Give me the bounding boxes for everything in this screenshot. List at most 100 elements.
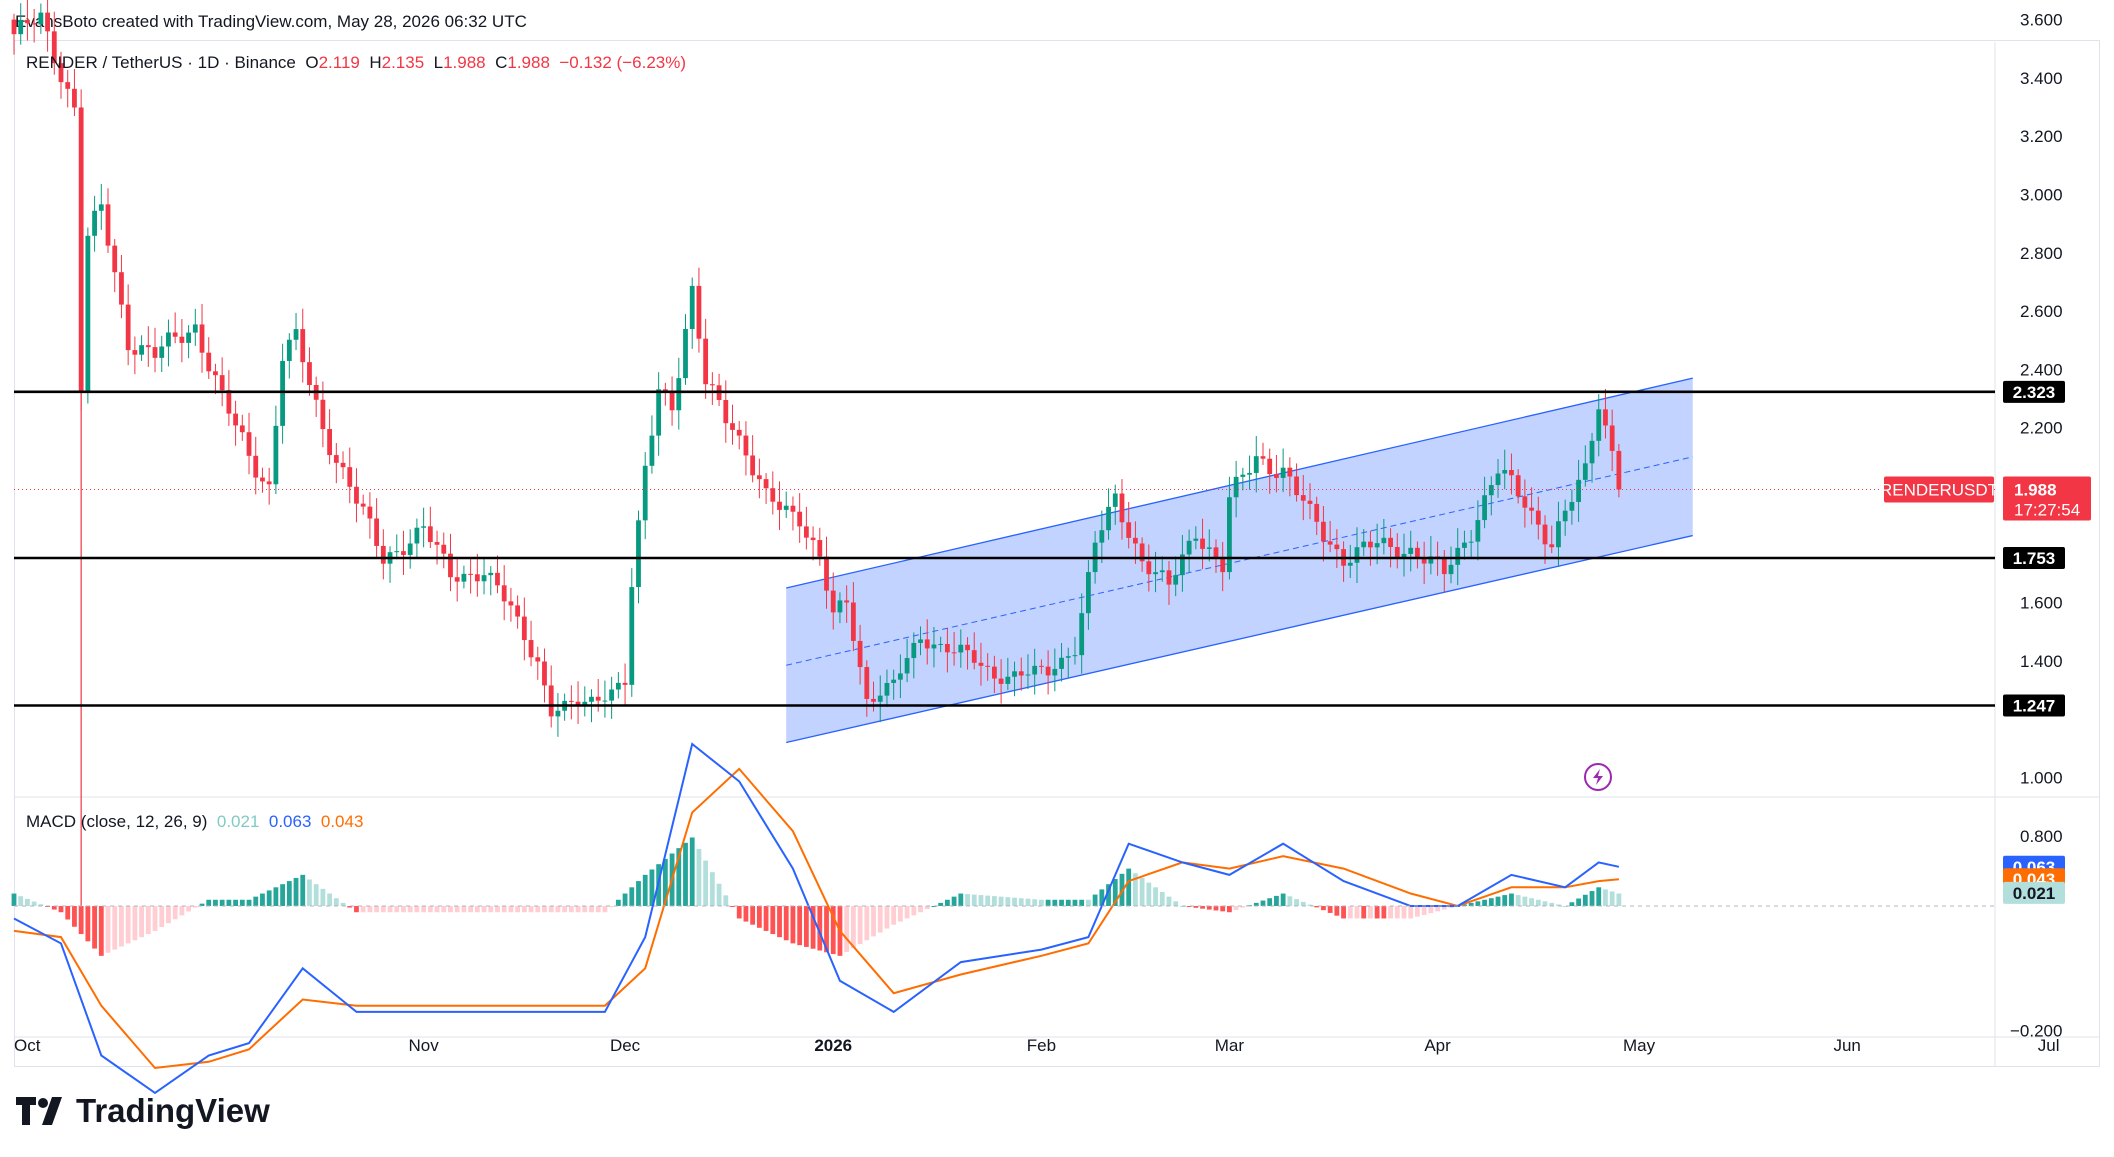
- candle-body: [1213, 547, 1219, 558]
- candle-body: [978, 662, 984, 666]
- candle-body: [414, 527, 420, 544]
- macd-histogram-bar: [810, 906, 816, 949]
- candle-body: [850, 602, 856, 641]
- candle-body: [380, 545, 386, 564]
- level-price-tag: [2003, 547, 2065, 570]
- candle-body: [1509, 469, 1514, 476]
- chart-frame: [14, 40, 2100, 1067]
- macd-histogram-bar: [1421, 906, 1427, 915]
- candle-body: [1522, 496, 1528, 508]
- macd-histogram-bar: [709, 872, 715, 906]
- candle-body: [1381, 537, 1387, 544]
- candle-body: [1180, 554, 1185, 576]
- macd-histogram-bar: [1193, 906, 1199, 908]
- candle-body: [1086, 572, 1091, 614]
- candle-body: [797, 511, 803, 527]
- macd-histogram-bar: [380, 906, 386, 913]
- macd-histogram-bar: [1227, 906, 1232, 913]
- macd-histogram-bar: [931, 906, 937, 907]
- candle-body: [1247, 472, 1252, 475]
- macd-histogram-bar: [575, 906, 581, 913]
- macd-histogram-bar: [1482, 899, 1487, 906]
- macd-histogram-bar: [1213, 906, 1219, 911]
- candle-body: [1455, 547, 1461, 565]
- candle-body: [891, 679, 897, 683]
- macd-histogram-bar: [253, 896, 259, 906]
- candle-body: [340, 462, 346, 468]
- macd-histogram-bar: [468, 906, 474, 913]
- candle-body: [280, 360, 285, 426]
- candle-body: [1233, 476, 1239, 498]
- candle-body: [421, 526, 427, 528]
- macd-histogram-bar: [971, 894, 977, 906]
- candle-body: [333, 455, 339, 463]
- macd-histogram-bar: [568, 906, 574, 913]
- candle-body: [105, 204, 111, 246]
- tradingview-logo[interactable]: TradingView: [16, 1092, 270, 1130]
- candle-body: [233, 413, 238, 426]
- macd-histogram-bar: [944, 899, 950, 906]
- candle-body: [1106, 506, 1111, 531]
- candle-body: [575, 701, 581, 707]
- candle-body: [723, 400, 729, 424]
- candle-body: [1260, 456, 1266, 459]
- macd-hist-value: 0.021: [216, 812, 260, 831]
- candle-body: [1307, 500, 1313, 504]
- macd-histogram-bar: [434, 906, 440, 913]
- macd-histogram-bar: [689, 837, 695, 906]
- candle-body: [246, 432, 252, 456]
- macd-histogram-bar: [1495, 896, 1501, 906]
- macd-histogram-bar: [911, 906, 917, 916]
- signal-line: [13, 767, 1619, 1070]
- candle-body: [750, 455, 756, 476]
- macd-histogram-bar: [18, 896, 24, 906]
- symbol-legend: RENDER / TetherUS · 1D · Binance O2.119 …: [26, 53, 686, 73]
- macd-histogram-bar: [991, 896, 997, 906]
- macd-histogram-bar: [1589, 891, 1595, 906]
- macd-histogram-bar: [1300, 901, 1306, 906]
- candle-body: [85, 235, 91, 391]
- candle-body: [629, 587, 635, 685]
- candle-body: [293, 329, 299, 340]
- macd-histogram-bar: [260, 893, 265, 906]
- macd-histogram-bar: [897, 906, 903, 922]
- macd-histogram-bar: [213, 899, 218, 906]
- candle-body: [555, 710, 561, 717]
- candle-body: [1005, 676, 1011, 684]
- candle-body: [810, 537, 816, 541]
- candle-body: [884, 682, 890, 696]
- high-value: 2.135: [381, 53, 425, 72]
- y-tick-label: 2.200: [2020, 419, 2063, 438]
- level-price-tag: [2003, 380, 2065, 403]
- macd-histogram-bar: [830, 906, 836, 955]
- macd-y-tick-label: −0.200: [2010, 1022, 2062, 1041]
- candle-body: [689, 285, 695, 329]
- macd-histogram-bar: [65, 906, 71, 920]
- macd-histogram-bar: [1488, 898, 1494, 906]
- candle-body: [1012, 671, 1017, 677]
- macd-histogram-bar: [1374, 906, 1380, 919]
- macd-histogram-bar: [427, 906, 433, 913]
- macd-histogram-bar: [1475, 901, 1481, 906]
- candle-body: [11, 19, 17, 35]
- candle-body: [535, 657, 541, 662]
- channel-lower-line: [786, 534, 1693, 744]
- candle-body: [985, 665, 991, 667]
- candle-body: [119, 272, 124, 305]
- candle-body: [1428, 556, 1434, 564]
- candle-body: [965, 644, 970, 651]
- candle-body: [669, 392, 675, 411]
- candle-body: [481, 575, 487, 582]
- macd-histogram-bar: [1562, 906, 1568, 907]
- candle-body: [260, 477, 265, 482]
- level-price-tag: [2003, 694, 2065, 717]
- macd-histogram-bar: [1200, 906, 1205, 909]
- candle-body: [1596, 409, 1602, 441]
- macd-histogram-bar: [58, 906, 64, 913]
- candle-body: [354, 486, 359, 504]
- candle-body: [649, 435, 655, 466]
- macd-histogram-bar: [1045, 899, 1051, 906]
- y-tick-label: 2.400: [2020, 360, 2063, 379]
- candle-body: [1582, 463, 1588, 480]
